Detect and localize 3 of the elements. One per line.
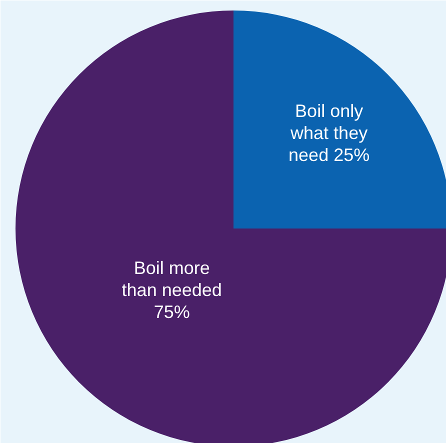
data-label: 75% [154,302,190,322]
slice-label: Boil only what they need 25% [288,100,370,165]
slice-label: Boil more than needed [122,258,222,300]
